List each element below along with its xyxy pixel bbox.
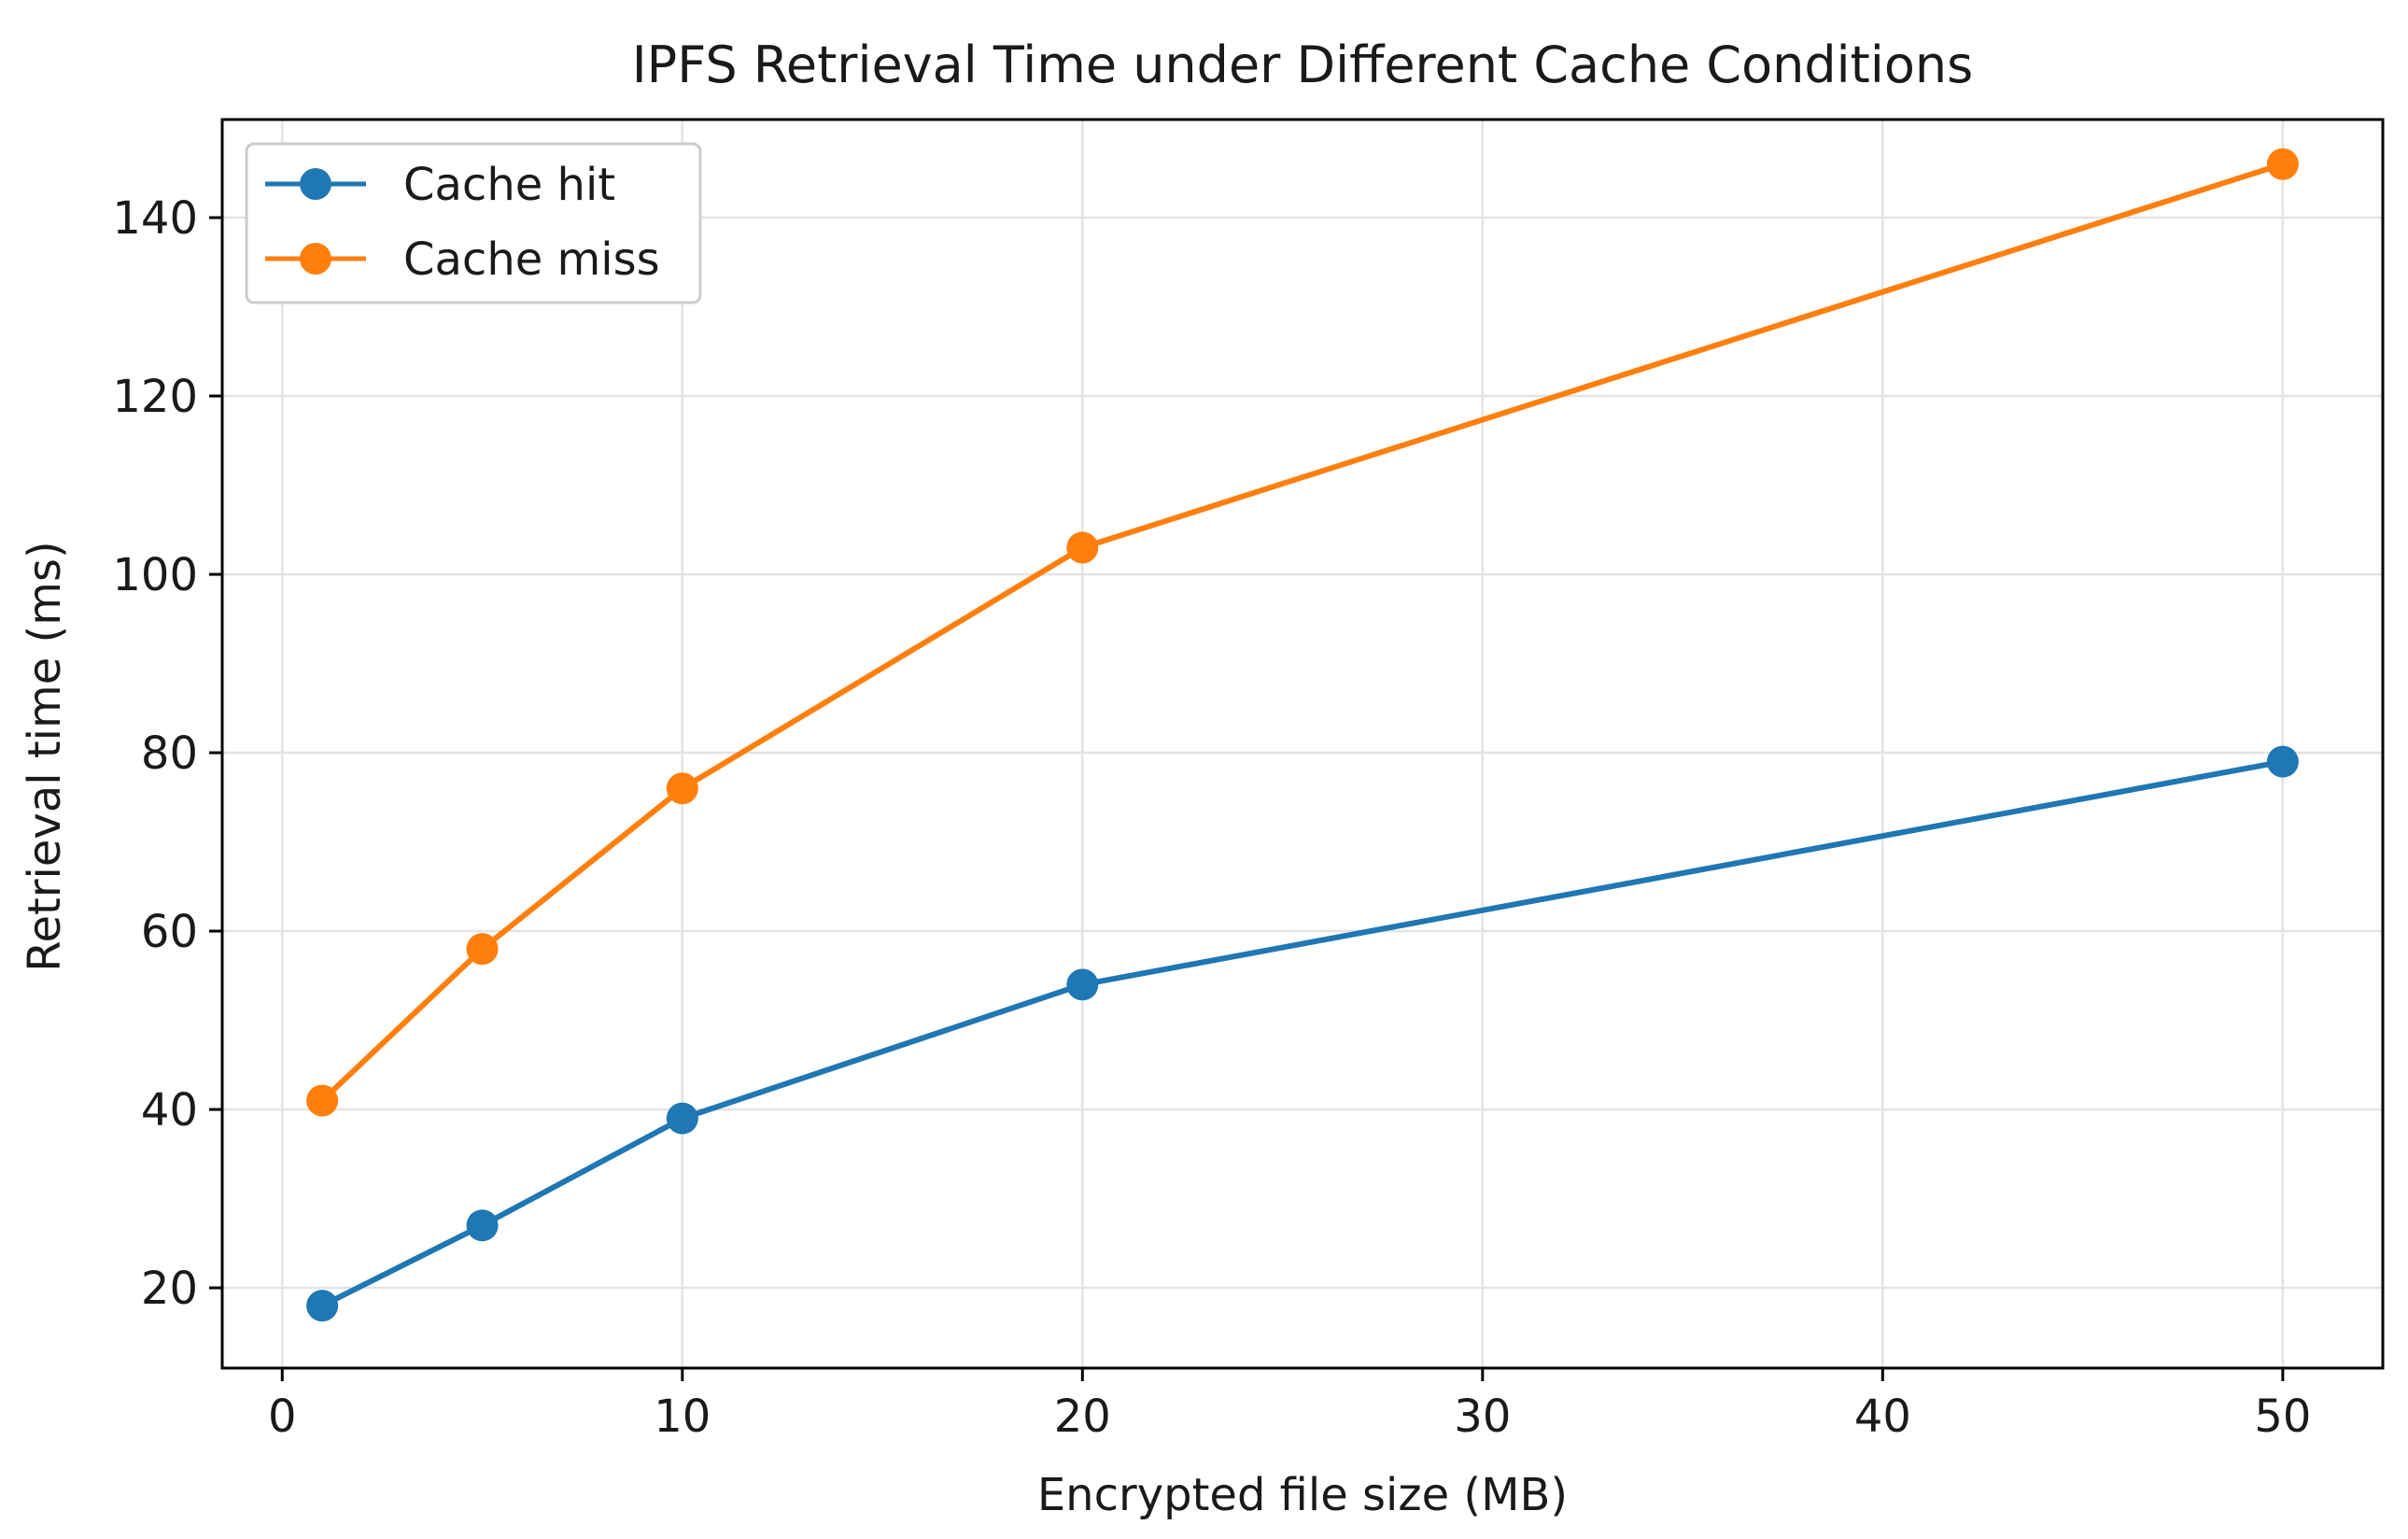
x-tick-label-30: 30: [1454, 1391, 1511, 1443]
y-tick-label-60: 60: [141, 906, 198, 958]
legend-entry-cache-hit: Cache hit: [265, 159, 615, 211]
x-tick-label-20: 20: [1054, 1391, 1111, 1443]
x-tick-label-0: 0: [268, 1391, 297, 1443]
data-point-cache-hit-50: [2266, 745, 2299, 778]
data-point-cache-miss-50: [2266, 148, 2299, 180]
y-tick-label-120: 120: [112, 371, 198, 423]
legend-entry-cache-miss: Cache miss: [265, 233, 660, 286]
data-point-cache-miss-20: [1066, 531, 1099, 564]
y-tick-label-140: 140: [112, 192, 198, 245]
chart-title: IPFS Retrieval Time under Different Cach…: [632, 35, 1974, 94]
data-point-cache-hit-1: [306, 1290, 339, 1322]
y-tick-label-80: 80: [141, 727, 198, 780]
data-point-cache-miss-1: [306, 1084, 339, 1117]
legend-marker-cache-miss: [300, 243, 331, 275]
x-tick-label-10: 10: [654, 1391, 711, 1443]
legend-label-cache-hit: Cache hit: [403, 159, 615, 211]
x-axis-label: Encrypted file size (MB): [1037, 1469, 1568, 1521]
axis-ticks: 0 10 20 30 40 50 20 40 60 80 100 120 140: [112, 192, 2311, 1443]
plot-area-frame: [220, 118, 2385, 1370]
data-point-cache-hit-20: [1066, 968, 1099, 1001]
x-tick-label-40: 40: [1854, 1391, 1911, 1443]
y-tick-label-40: 40: [141, 1084, 198, 1137]
data-point-cache-miss-10: [666, 772, 698, 805]
data-point-cache-miss-5: [466, 933, 499, 966]
y-axis-label: Retrieval time (ms): [19, 541, 71, 971]
x-tick-label-50: 50: [2254, 1391, 2311, 1443]
data-point-cache-hit-5: [466, 1209, 499, 1242]
series-layer: [306, 148, 2299, 1322]
y-tick-label-100: 100: [112, 549, 198, 601]
data-point-cache-hit-10: [666, 1102, 698, 1135]
legend-label-cache-miss: Cache miss: [403, 233, 660, 286]
grid-lines: [222, 120, 2383, 1368]
legend-marker-cache-hit: [300, 168, 331, 200]
y-tick-label-20: 20: [141, 1263, 198, 1315]
legend: Cache hit Cache miss: [245, 142, 702, 304]
